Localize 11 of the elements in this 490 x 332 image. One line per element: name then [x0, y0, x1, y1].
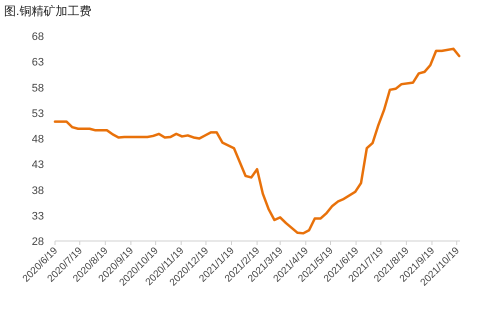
y-tick-label: 38 — [32, 184, 44, 197]
y-tick-label: 28 — [32, 236, 44, 248]
y-tick-label: 33 — [32, 210, 44, 222]
chart-title: 图.铜精矿加工费 — [4, 4, 92, 18]
y-tick-label: 53 — [32, 108, 44, 120]
y-tick-label: 48 — [32, 134, 44, 146]
y-tick-label: 43 — [32, 159, 44, 172]
y-tick-label: 63 — [32, 56, 44, 69]
y-tick-label: 68 — [32, 31, 44, 43]
y-tick-label: 58 — [32, 82, 44, 94]
line-series — [54, 48, 460, 235]
